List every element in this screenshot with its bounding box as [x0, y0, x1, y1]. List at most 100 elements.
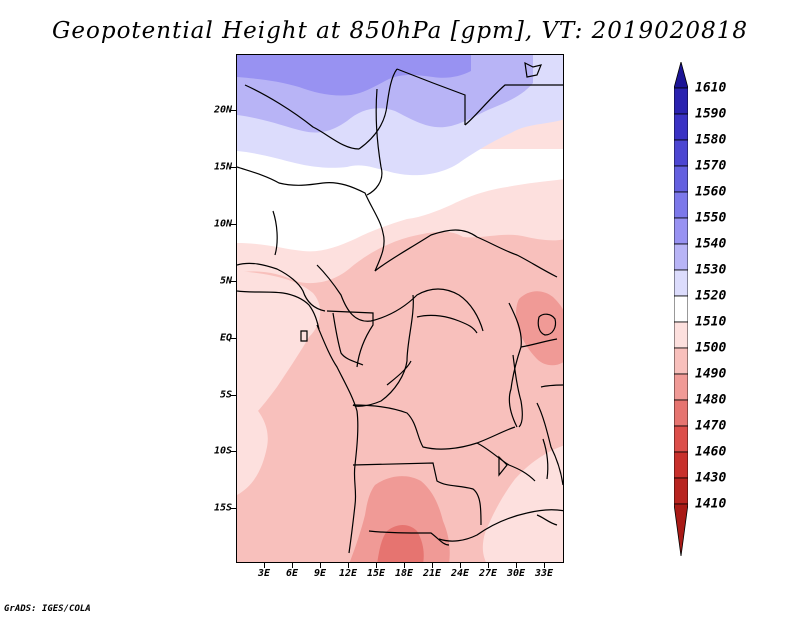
- lat-tick: [231, 167, 236, 168]
- border-line: [358, 68, 398, 150]
- river: [386, 360, 412, 386]
- lat-tick: [231, 110, 236, 111]
- colorbar-swatch-1460: [674, 425, 688, 453]
- lon-tick: [488, 563, 489, 568]
- island: [498, 455, 508, 477]
- contour-1470-south: [377, 525, 424, 562]
- border-line: [374, 229, 558, 278]
- lon-label-27e: 27E: [478, 568, 498, 579]
- lat-label-5n: 5N: [219, 275, 232, 287]
- border-line: [476, 442, 536, 482]
- colorbar-label-1550: 1550: [695, 210, 727, 226]
- border-line: [316, 324, 359, 554]
- colorbar-swatch-1470: [674, 399, 688, 427]
- lon-tick: [544, 563, 545, 568]
- colorbar-label-1570: 1570: [695, 158, 727, 174]
- colorbar-label-1500: 1500: [695, 340, 727, 356]
- colorbar-label-1530: 1530: [695, 262, 727, 278]
- lon-label-30e: 30E: [506, 568, 526, 579]
- colorbar-swatch-1510: [674, 295, 688, 323]
- border-line: [352, 294, 414, 407]
- lat-label-10s: 10S: [213, 445, 232, 457]
- lake-tanganyika: [512, 354, 523, 428]
- lat-label-eq: EQ: [219, 332, 232, 344]
- lon-tick: [516, 563, 517, 568]
- colorbar-swatch-1500: [674, 321, 688, 349]
- colorbar-top-arrow: [674, 62, 688, 89]
- lon-tick: [348, 563, 349, 568]
- colorbar-label-1410: 1410: [695, 496, 727, 512]
- river: [416, 314, 478, 334]
- border-line: [368, 530, 450, 546]
- border-line: [272, 210, 278, 256]
- lat-tick: [231, 338, 236, 339]
- border-line: [244, 84, 360, 150]
- border-line: [508, 302, 522, 428]
- geopotential-field: [237, 55, 563, 562]
- colorbar-label-1430: 1430: [695, 470, 727, 486]
- lon-tick: [264, 563, 265, 568]
- colorbar-swatch-1540: [674, 217, 688, 245]
- map-panel: [236, 54, 564, 563]
- lon-label-3e: 3E: [257, 568, 271, 579]
- lat-tick: [231, 224, 236, 225]
- colorbar-swatch-1590: [674, 87, 688, 115]
- contour-1480-south: [349, 476, 450, 562]
- colorbar-swatch-1570: [674, 139, 688, 167]
- coastline-east: [536, 514, 558, 526]
- border-line: [332, 312, 364, 366]
- colorbar-label-1590: 1590: [695, 106, 727, 122]
- lon-label-15e: 15E: [366, 568, 386, 579]
- country-borders: [237, 61, 563, 554]
- colorbar-label-1540: 1540: [695, 236, 727, 252]
- contour-1500-southeast: [482, 445, 563, 562]
- map-title: Geopotential Height at 850hPa [gpm], VT:…: [52, 18, 748, 44]
- border-line: [326, 310, 374, 368]
- colorbar-bottom-arrow: [674, 503, 688, 556]
- lon-tick: [320, 563, 321, 568]
- colorbar-label-1560: 1560: [695, 184, 727, 200]
- lat-label-10n: 10N: [213, 218, 232, 230]
- contour-1540: [237, 55, 471, 96]
- lat-label-20n: 20N: [213, 104, 232, 116]
- lon-tick: [292, 563, 293, 568]
- colorbar-swatch-1560: [674, 165, 688, 193]
- colorbar-label-1610: 1610: [695, 80, 727, 96]
- lon-label-24e: 24E: [450, 568, 470, 579]
- coastline: [237, 290, 320, 330]
- border-line: [520, 338, 558, 348]
- colorbar-swatch-1480: [674, 373, 688, 401]
- colorbar: [674, 62, 688, 556]
- lon-label-9e: 9E: [313, 568, 327, 579]
- lat-label-15s: 15S: [213, 502, 232, 514]
- lon-tick: [432, 563, 433, 568]
- island: [524, 61, 542, 78]
- lon-label-21e: 21E: [422, 568, 442, 579]
- lon-tick: [460, 563, 461, 568]
- border-line: [464, 84, 563, 126]
- lat-tick: [231, 281, 236, 282]
- colorbar-swatch-1520: [674, 269, 688, 297]
- lat-tick: [231, 451, 236, 452]
- colorbar-swatch-1430: [674, 451, 688, 479]
- contour-1500-west-lobe: [237, 271, 321, 431]
- lon-tick: [376, 563, 377, 568]
- border-line: [352, 462, 482, 526]
- colorbar-swatch-1410: [674, 477, 688, 505]
- border-line: [536, 402, 563, 486]
- border-line: [540, 384, 563, 388]
- colorbar-label-1580: 1580: [695, 132, 727, 148]
- lat-label-15n: 15N: [213, 161, 232, 173]
- lake-malawi: [542, 438, 549, 480]
- colorbar-label-1480: 1480: [695, 392, 727, 408]
- lon-label-33e: 33E: [534, 568, 554, 579]
- colorbar-label-1490: 1490: [695, 366, 727, 382]
- border-line: [396, 68, 466, 125]
- lake-victoria: [537, 313, 557, 336]
- lat-tick: [231, 508, 236, 509]
- colorbar-swatch-1550: [674, 191, 688, 219]
- colorbar-label-1470: 1470: [695, 418, 727, 434]
- lat-tick: [231, 395, 236, 396]
- lon-label-18e: 18E: [394, 568, 414, 579]
- colorbar-label-1520: 1520: [695, 288, 727, 304]
